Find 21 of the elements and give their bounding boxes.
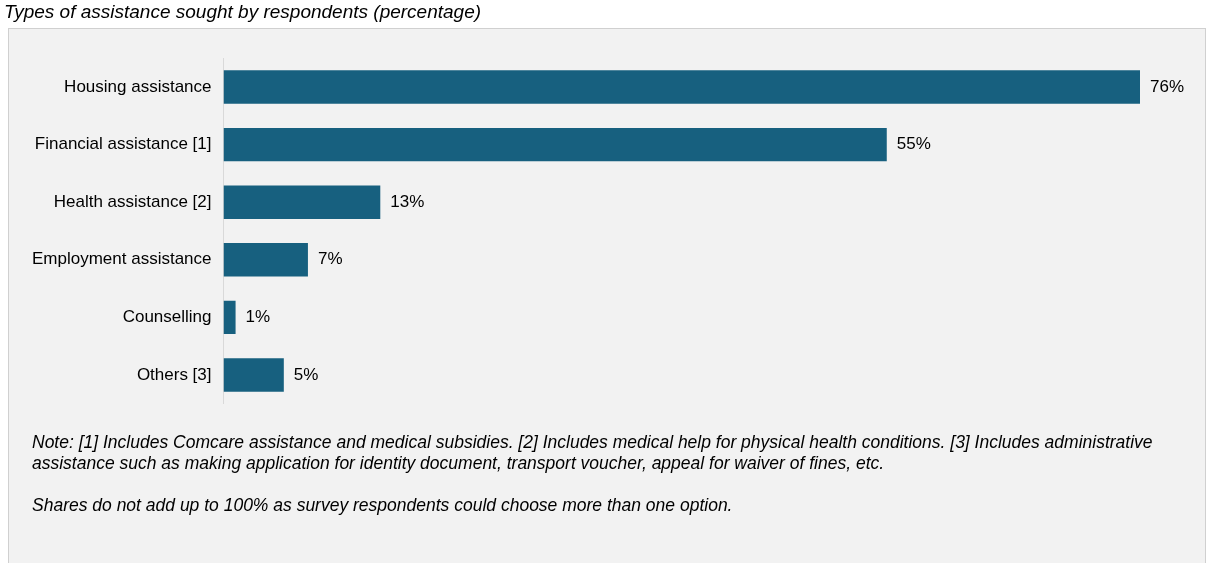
y-tick-label: Others [3] — [136, 364, 212, 384]
bar — [223, 243, 308, 277]
text: Shares do not add up to 100% as survey respondents could choose more than one option. — [32, 495, 734, 516]
y-tick-label: Counselling — [122, 307, 212, 327]
y-tick-label: Housing assistance — [64, 76, 212, 96]
data-label: 1% — [245, 307, 271, 327]
chart-title: Types of assistance sought by respondents (percentage) — [3, 0, 483, 24]
bar — [223, 127, 887, 162]
bar — [223, 185, 381, 219]
bar — [223, 70, 1140, 104]
data-label: 55% — [896, 134, 931, 154]
data-label: 76% — [1150, 76, 1185, 96]
data-label: 5% — [293, 364, 319, 384]
bar — [223, 358, 284, 392]
text: Note: [1] Includes Comcare assistance and medical subsidies. [2] Includes medical help for physical health conditions. [3] Includes administrative assistance such as making application for identity document, transport voucher, appeal for waiver of fines, etc. — [32, 432, 1154, 474]
y-tick-label: Employment assistance — [31, 249, 212, 269]
y-tick-label: Health assistance [2] — [53, 191, 212, 211]
y-tick-label: Financial assistance [1] — [34, 134, 212, 154]
data-label: 13% — [390, 191, 425, 211]
data-label: 7% — [317, 249, 343, 269]
bar — [223, 300, 236, 335]
